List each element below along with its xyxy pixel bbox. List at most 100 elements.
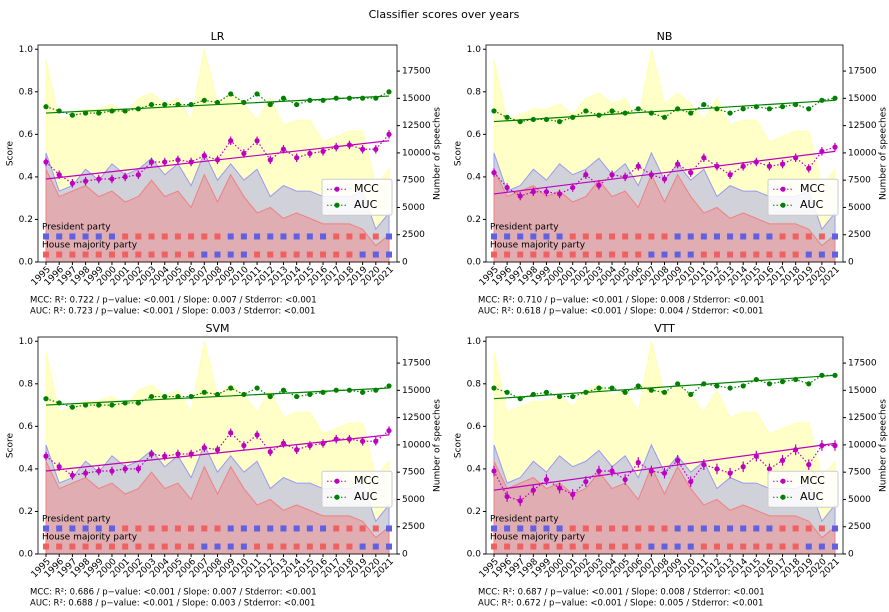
point (280, 146, 287, 152)
point (294, 447, 300, 453)
point (373, 438, 379, 444)
party-square (779, 233, 786, 240)
point (148, 159, 155, 165)
point (766, 381, 773, 387)
party-square (372, 543, 379, 550)
point (530, 189, 536, 195)
point (727, 172, 733, 178)
point (228, 91, 234, 97)
point (386, 383, 392, 389)
party-square (254, 525, 261, 532)
y2-tick-label: 15000 (848, 386, 877, 396)
party-square (280, 251, 287, 258)
point (622, 389, 628, 395)
point (96, 468, 102, 474)
party-square (43, 525, 49, 532)
point (188, 101, 194, 108)
point (793, 376, 799, 383)
y2-tick-label: 0 (848, 258, 854, 268)
y2-tick-label: 12500 (402, 413, 431, 423)
panel: President party House majority party 0.0 0.… (6, 322, 443, 609)
party-square (174, 543, 181, 550)
party-square (174, 251, 181, 258)
party-square (188, 525, 195, 532)
party-square (201, 543, 208, 550)
party-square (556, 251, 563, 258)
legend-marker (780, 478, 786, 484)
y2-tick-label: 10000 (848, 148, 877, 158)
party-square (69, 543, 76, 550)
point (175, 101, 181, 108)
party-square (161, 525, 168, 532)
party-square (609, 525, 616, 532)
party-label: President party (42, 514, 111, 524)
point (386, 89, 392, 95)
party-square (556, 233, 563, 240)
point (635, 106, 641, 112)
point (701, 381, 707, 387)
party-square (82, 543, 89, 550)
point (333, 144, 339, 150)
party-square (372, 251, 379, 258)
party-square (56, 525, 63, 532)
party-square (491, 233, 497, 240)
point (648, 387, 654, 393)
point (82, 110, 89, 116)
point (583, 172, 589, 178)
party-square (161, 543, 168, 550)
party-square (766, 233, 773, 240)
party-square (582, 233, 589, 240)
party-square (148, 251, 155, 258)
party-square (687, 233, 694, 240)
party-square (832, 543, 838, 550)
party-square (122, 251, 129, 258)
party-square (333, 233, 340, 240)
trend-line (493, 99, 836, 123)
area (45, 461, 390, 555)
y2-tick-label: 5000 (402, 495, 425, 505)
point (360, 389, 366, 395)
party-square (69, 251, 76, 258)
party-square (214, 233, 221, 240)
party-label: President party (490, 222, 559, 232)
y2-tick-label: 10000 (402, 440, 431, 450)
point (122, 466, 128, 472)
party-square (201, 251, 208, 258)
point (596, 112, 602, 118)
point (162, 453, 168, 459)
party-square (108, 525, 115, 532)
point (201, 97, 207, 103)
y-tick-label: 1.0 (467, 45, 482, 55)
area (45, 169, 390, 263)
party-square (595, 543, 602, 550)
point (307, 97, 313, 103)
y-tick-label: 0.2 (19, 507, 33, 517)
panel-title: SVM (206, 322, 230, 335)
party-square (792, 233, 799, 240)
y2-tick-label: 7500 (848, 176, 871, 186)
y2-tick-label: 15000 (402, 386, 431, 396)
point (96, 176, 102, 182)
point (635, 383, 641, 389)
point (819, 148, 825, 154)
point (688, 110, 694, 116)
party-square (43, 251, 49, 258)
point (530, 487, 536, 493)
point (504, 493, 510, 500)
party-square (491, 525, 497, 532)
point (373, 95, 379, 101)
point (740, 106, 746, 112)
point (254, 432, 260, 438)
party-square (700, 543, 707, 550)
stats-note: AUC: R²: 0.688 / p−value: <0.001 / Slope… (30, 599, 315, 609)
party-square (372, 525, 379, 532)
y2-tick-label: 7500 (402, 468, 425, 478)
point (701, 101, 707, 108)
party-square (569, 525, 576, 532)
point (162, 159, 168, 165)
party-square (267, 233, 274, 240)
party-square (832, 233, 838, 240)
party-label: House majority party (490, 240, 586, 250)
point (267, 393, 273, 400)
legend-box (321, 178, 393, 216)
